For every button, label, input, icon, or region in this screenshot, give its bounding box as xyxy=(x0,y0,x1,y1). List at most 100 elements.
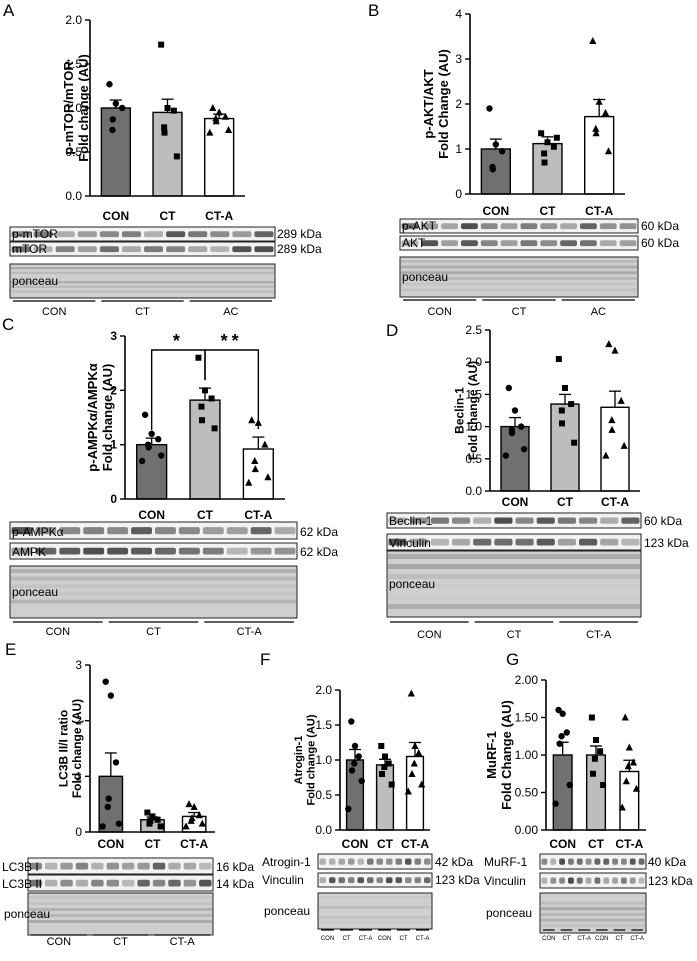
blot-group-label: CT-A xyxy=(630,936,644,942)
y-axis-label-line: Fold Change (AU) xyxy=(499,700,514,810)
data-point xyxy=(592,124,600,132)
x-tick-label: CON xyxy=(502,495,529,509)
y-axis-label-line: LC3B II/I ratio xyxy=(56,710,70,787)
y-axis-label-line: Fold change (AU) xyxy=(466,361,480,460)
blot-band xyxy=(414,877,421,884)
blot-band-strip xyxy=(399,218,639,234)
y-tick-label: 0.5 xyxy=(315,788,332,802)
blot-band xyxy=(44,879,58,887)
data-point xyxy=(99,823,106,830)
data-point xyxy=(492,141,500,148)
blot-band xyxy=(91,879,104,887)
blot-band xyxy=(152,879,166,887)
ponceau-band xyxy=(11,592,296,596)
blot-band xyxy=(520,223,538,230)
blot-band xyxy=(250,527,272,535)
data-point xyxy=(161,124,168,131)
data-point xyxy=(541,159,548,166)
data-point xyxy=(621,713,629,721)
blot-band xyxy=(319,877,326,884)
data-point xyxy=(415,749,423,756)
y-axis-label: MuRF-1Fold Change (AU) xyxy=(484,700,514,810)
significance-label: ** xyxy=(221,331,243,351)
blot-band xyxy=(405,877,412,884)
blot-group-label: CON xyxy=(42,306,67,318)
data-point xyxy=(552,800,559,807)
blot-band xyxy=(83,547,105,555)
data-point xyxy=(555,355,562,362)
y-axis-label: p-mTOR/mTORFold change (AU) xyxy=(61,54,91,162)
blot-band-label: Vinculin xyxy=(262,873,304,887)
blot-band xyxy=(121,246,141,253)
ponceau-band xyxy=(541,896,645,899)
blot-band xyxy=(621,877,627,884)
bar xyxy=(500,425,530,492)
data-point xyxy=(625,743,633,751)
data-point xyxy=(629,758,638,766)
ponceau-band xyxy=(401,271,637,275)
blot-group-label: AC xyxy=(223,306,238,318)
data-point xyxy=(563,729,570,736)
ponceau-band xyxy=(11,576,296,581)
blot-band xyxy=(202,547,224,555)
blot-kda-label: 60 kDa xyxy=(644,514,682,528)
blot-band xyxy=(199,879,212,887)
western-blot: p-AMPKα 62 kDa AMPK 62 kDa ponceau CON CT CT-A xyxy=(9,521,338,638)
bar xyxy=(100,107,132,197)
blot-band xyxy=(274,527,296,535)
data-point xyxy=(559,710,566,717)
blot-group-label: CT-A xyxy=(586,629,612,641)
blot-band-label: p-AMPKα xyxy=(12,525,64,539)
data-point xyxy=(408,770,416,777)
data-point xyxy=(199,417,205,424)
data-point xyxy=(155,436,162,443)
blot-band xyxy=(629,858,636,865)
y-axis-label-line: Fold change (AU) xyxy=(100,364,115,472)
y-tick-label: 0.5 xyxy=(465,452,482,466)
ponceau-band xyxy=(541,907,645,911)
western-blot: p-AKT 60 kDa AKT 60 kDa ponceau CON CT AC xyxy=(399,218,679,318)
blot-band xyxy=(178,527,200,535)
data-point xyxy=(618,803,626,811)
blot-band xyxy=(401,240,419,247)
y-tick-label: 1.5 xyxy=(65,57,82,71)
blot-band-label: p-AKT xyxy=(402,219,437,233)
y-tick-label: 0.00 xyxy=(515,823,539,837)
data-point xyxy=(105,795,112,802)
ponceau-band xyxy=(388,604,640,609)
blot-band xyxy=(579,538,598,546)
data-point xyxy=(511,407,519,414)
data-point xyxy=(592,129,600,137)
bar xyxy=(585,754,607,831)
data-point xyxy=(502,452,510,459)
panel-letter: C xyxy=(2,315,14,334)
y-tick-label: 2.0 xyxy=(315,683,332,697)
ponceau-band xyxy=(401,265,637,269)
bar xyxy=(532,142,563,195)
blot-band-strip xyxy=(27,857,214,875)
data-point xyxy=(620,441,628,449)
blot-group-label: CON xyxy=(427,306,452,318)
blot-band-strip xyxy=(386,533,642,551)
x-tick-label: CON xyxy=(138,508,165,522)
blot-band xyxy=(329,858,336,865)
blot-band xyxy=(35,527,57,535)
data-point xyxy=(104,803,112,811)
data-point xyxy=(351,760,358,767)
blot-band xyxy=(155,547,176,555)
blot-band xyxy=(473,538,492,546)
data-point xyxy=(520,445,528,453)
data-point xyxy=(541,150,548,157)
blot-band xyxy=(75,862,89,870)
data-point xyxy=(109,126,116,134)
ponceau-band xyxy=(388,584,640,589)
data-point xyxy=(558,407,565,414)
blot-band xyxy=(621,517,640,524)
data-point xyxy=(602,451,610,459)
blot-group-label: CT-A xyxy=(359,936,373,942)
y-tick-label: 1.0 xyxy=(315,753,332,767)
data-point xyxy=(208,395,215,402)
blot-kda-label: 123 kDa xyxy=(644,536,689,550)
blot-band xyxy=(99,246,119,253)
data-point xyxy=(195,354,202,361)
